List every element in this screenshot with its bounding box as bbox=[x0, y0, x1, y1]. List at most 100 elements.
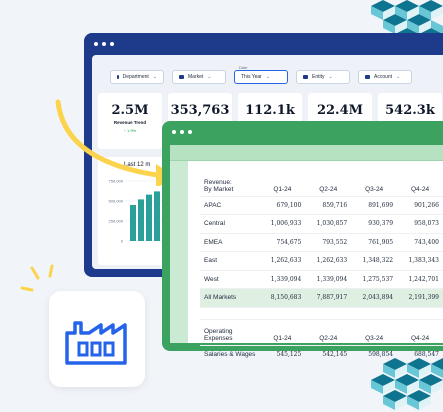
table-cell[interactable]: 1,383,343 bbox=[397, 251, 443, 270]
table-cell[interactable]: 891,699 bbox=[351, 195, 398, 215]
chart-bar[interactable] bbox=[154, 191, 160, 241]
market-icon bbox=[179, 75, 184, 79]
table-cell[interactable]: 2,191,399 bbox=[397, 288, 443, 307]
account-icon bbox=[365, 75, 370, 79]
table-cell[interactable]: Q1-24 bbox=[259, 318, 306, 345]
row-label[interactable]: Salaries & Wages bbox=[200, 344, 260, 364]
table-cell[interactable]: 1,262,633 bbox=[259, 251, 306, 270]
row-label[interactable]: EMEA bbox=[200, 232, 260, 252]
window-dot-icon[interactable] bbox=[110, 42, 114, 46]
table-cell[interactable]: Q2-24 bbox=[319, 185, 338, 193]
table-row: East 1,262,633 1,262,633 1,348,322 1,383,343 bbox=[200, 251, 443, 270]
table-header-row: Revenue: By Market Q1-24 Q2-24 Q3-24 Q4-24 bbox=[200, 170, 443, 196]
table-cell[interactable]: 542,145 bbox=[305, 344, 352, 364]
table-cell[interactable]: 1,242,701 bbox=[397, 269, 443, 289]
revenue-table: Revenue: By Market Q1-24 Q2-24 Q3-24 Q4-24 APA… bbox=[200, 170, 443, 364]
sparkle-icon bbox=[20, 264, 54, 292]
filter-department[interactable]: Department ⌄ bbox=[110, 70, 164, 84]
entity-icon bbox=[303, 75, 308, 79]
table-cell[interactable]: 1,030,857 bbox=[305, 214, 352, 233]
table-cell[interactable]: 598,854 bbox=[351, 344, 398, 364]
filter-market[interactable]: Market ⌄ bbox=[172, 70, 226, 84]
kpi-value: 22.4M bbox=[316, 103, 364, 118]
table-total-row: All Markets 8,150,683 7,887,917 2,043,894 2,… bbox=[200, 288, 443, 307]
table-cell[interactable]: 545,125 bbox=[259, 344, 306, 364]
table-row: APAC 679,100 859,716 891,699 901,266 bbox=[200, 195, 443, 215]
kpi-card[interactable]: 2.5M Revenue Trend ↑ 1.9% bbox=[98, 93, 162, 149]
y-tick-label: 0 bbox=[121, 239, 124, 244]
table-header-row: Operating Expenses Q1-24 Q2-24 Q3-24 Q4-24 bbox=[200, 318, 443, 345]
row-label[interactable]: Central bbox=[200, 214, 260, 233]
chart-bar[interactable] bbox=[146, 194, 152, 241]
table-cell[interactable]: 958,073 bbox=[397, 214, 443, 233]
table-cell[interactable]: 859,716 bbox=[305, 195, 352, 215]
table-cell[interactable]: 688,547 bbox=[397, 344, 443, 364]
table-cell[interactable]: 901,266 bbox=[397, 195, 443, 215]
table-cell[interactable]: 930,379 bbox=[351, 214, 398, 233]
table-cell[interactable]: 1,262,633 bbox=[305, 251, 352, 270]
table-cell[interactable]: Q2-24 bbox=[305, 318, 352, 345]
column-header-strip bbox=[170, 145, 443, 161]
row-label[interactable]: All Markets bbox=[200, 288, 260, 307]
filter-label: Account bbox=[374, 74, 393, 80]
table-row: West 1,339,094 1,339,094 1,275,537 1,242,701 bbox=[200, 269, 443, 289]
chart-bar[interactable] bbox=[138, 199, 144, 241]
spacer-cell bbox=[200, 306, 443, 319]
chevron-down-icon: ⌄ bbox=[328, 74, 333, 80]
filter-entity[interactable]: Entity ⌄ bbox=[296, 70, 350, 84]
y-tick-label: 500,000 bbox=[109, 199, 124, 204]
table-cell[interactable]: 754,675 bbox=[259, 232, 306, 252]
chevron-down-icon: ⌄ bbox=[207, 74, 212, 80]
window-dot-icon[interactable] bbox=[172, 130, 176, 134]
row-label[interactable]: West bbox=[200, 269, 260, 289]
table-cell[interactable]: 1,339,094 bbox=[259, 269, 306, 289]
table-row: Central 1,006,933 1,030,857 930,379 958,073 bbox=[200, 214, 443, 233]
table-cell[interactable]: Q4-24 bbox=[411, 185, 430, 193]
window-dot-icon[interactable] bbox=[94, 42, 98, 46]
kpi-value: 353,763 bbox=[170, 103, 230, 118]
window-dot-icon[interactable] bbox=[102, 42, 106, 46]
table-row: Salaries & Wages 545,125 542,145 598,854 688… bbox=[200, 344, 443, 364]
factory-icon bbox=[65, 321, 127, 365]
department-icon bbox=[117, 75, 119, 79]
filter-label: Department bbox=[122, 74, 149, 80]
table-cell[interactable]: 2,043,894 bbox=[351, 288, 398, 307]
table-cell[interactable]: 679,100 bbox=[259, 195, 306, 215]
table-cell[interactable]: 1,275,537 bbox=[351, 269, 398, 289]
table-cell[interactable]: 7,887,917 bbox=[305, 288, 352, 307]
row-label[interactable]: Operating Expenses bbox=[200, 318, 260, 345]
chevron-down-icon: ⌄ bbox=[396, 74, 401, 80]
table-cell[interactable]: 1,006,933 bbox=[259, 214, 306, 233]
table-spacer-row bbox=[200, 306, 443, 319]
table-cell[interactable]: 743,400 bbox=[397, 232, 443, 252]
table-row: EMEA 754,675 793,552 761,905 743,400 bbox=[200, 232, 443, 252]
table-cell[interactable]: Q4-24 bbox=[397, 318, 443, 345]
kpi-value: 2.5M bbox=[111, 103, 149, 118]
chart-bar[interactable] bbox=[130, 205, 136, 241]
table-cell[interactable]: 8,150,683 bbox=[259, 288, 306, 307]
kpi-change: ↑ 1.9% bbox=[123, 128, 137, 133]
chevron-down-icon: ⌄ bbox=[152, 74, 157, 80]
table-cell[interactable]: Q1-24 bbox=[273, 185, 292, 193]
trend-title: Last 12 m bbox=[124, 162, 151, 168]
row-header-strip bbox=[170, 161, 188, 343]
row-label[interactable]: Revenue: By Market bbox=[204, 178, 234, 193]
filter-account[interactable]: Account ⌄ bbox=[358, 70, 412, 84]
table-cell[interactable]: Q3-24 bbox=[351, 318, 398, 345]
kpi-value: 542.3k bbox=[385, 103, 435, 118]
filter-label: Entity bbox=[312, 74, 325, 80]
filter-label: Market bbox=[188, 74, 204, 80]
spreadsheet-titlebar bbox=[162, 121, 443, 143]
table-cell[interactable]: 793,552 bbox=[305, 232, 352, 252]
table-cell[interactable]: 1,339,094 bbox=[305, 269, 352, 289]
table-cell[interactable]: 761,905 bbox=[351, 232, 398, 252]
kpi-value: 112.1k bbox=[245, 103, 295, 118]
table-cell[interactable]: 1,348,322 bbox=[351, 251, 398, 270]
table-cell[interactable]: Q3-24 bbox=[365, 185, 384, 193]
window-dot-icon[interactable] bbox=[180, 130, 184, 134]
row-label[interactable]: APAC bbox=[200, 195, 260, 215]
row-label[interactable]: East bbox=[200, 251, 260, 270]
y-tick-label: 250,000 bbox=[109, 219, 124, 224]
window-dot-icon[interactable] bbox=[188, 130, 192, 134]
filter-date[interactable]: Date This Year ⌄ bbox=[234, 65, 288, 84]
